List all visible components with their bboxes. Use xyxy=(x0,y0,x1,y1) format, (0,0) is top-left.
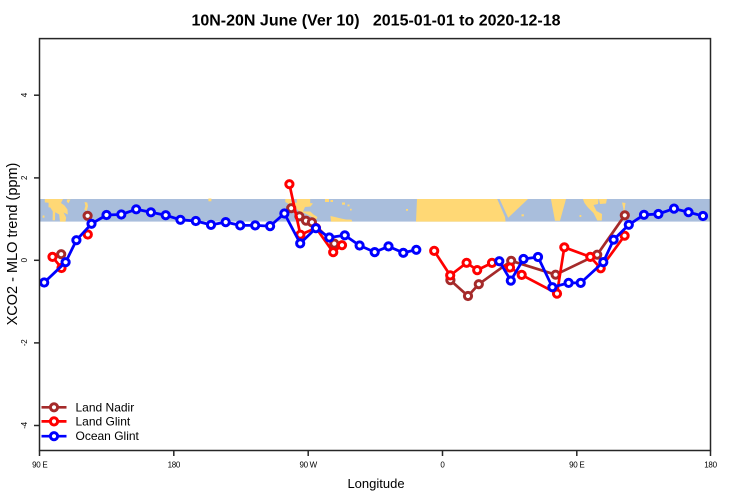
svg-text:Ocean Glint: Ocean Glint xyxy=(76,429,140,443)
svg-text:-4: -4 xyxy=(20,421,29,428)
svg-text:0: 0 xyxy=(20,257,29,262)
svg-text:Land Glint: Land Glint xyxy=(76,414,131,428)
svg-text:90 E: 90 E xyxy=(569,460,584,469)
svg-text:-2: -2 xyxy=(20,339,29,346)
svg-text:XCO2 - MLO trend (ppm): XCO2 - MLO trend (ppm) xyxy=(5,163,21,326)
svg-text:10N-20N June (Ver 10) 2015-0: 10N-20N June (Ver 10) 2015-01-01 to 2020… xyxy=(191,12,560,29)
svg-text:180: 180 xyxy=(704,460,717,469)
svg-text:2: 2 xyxy=(20,175,29,180)
svg-text:0: 0 xyxy=(440,460,445,469)
svg-text:Land Nadir: Land Nadir xyxy=(76,400,135,414)
svg-text:90 W: 90 W xyxy=(299,460,317,469)
svg-text:Longitude: Longitude xyxy=(347,476,404,491)
svg-text:90 E: 90 E xyxy=(32,460,47,469)
svg-text:4: 4 xyxy=(20,92,29,97)
svg-text:180: 180 xyxy=(168,460,181,469)
